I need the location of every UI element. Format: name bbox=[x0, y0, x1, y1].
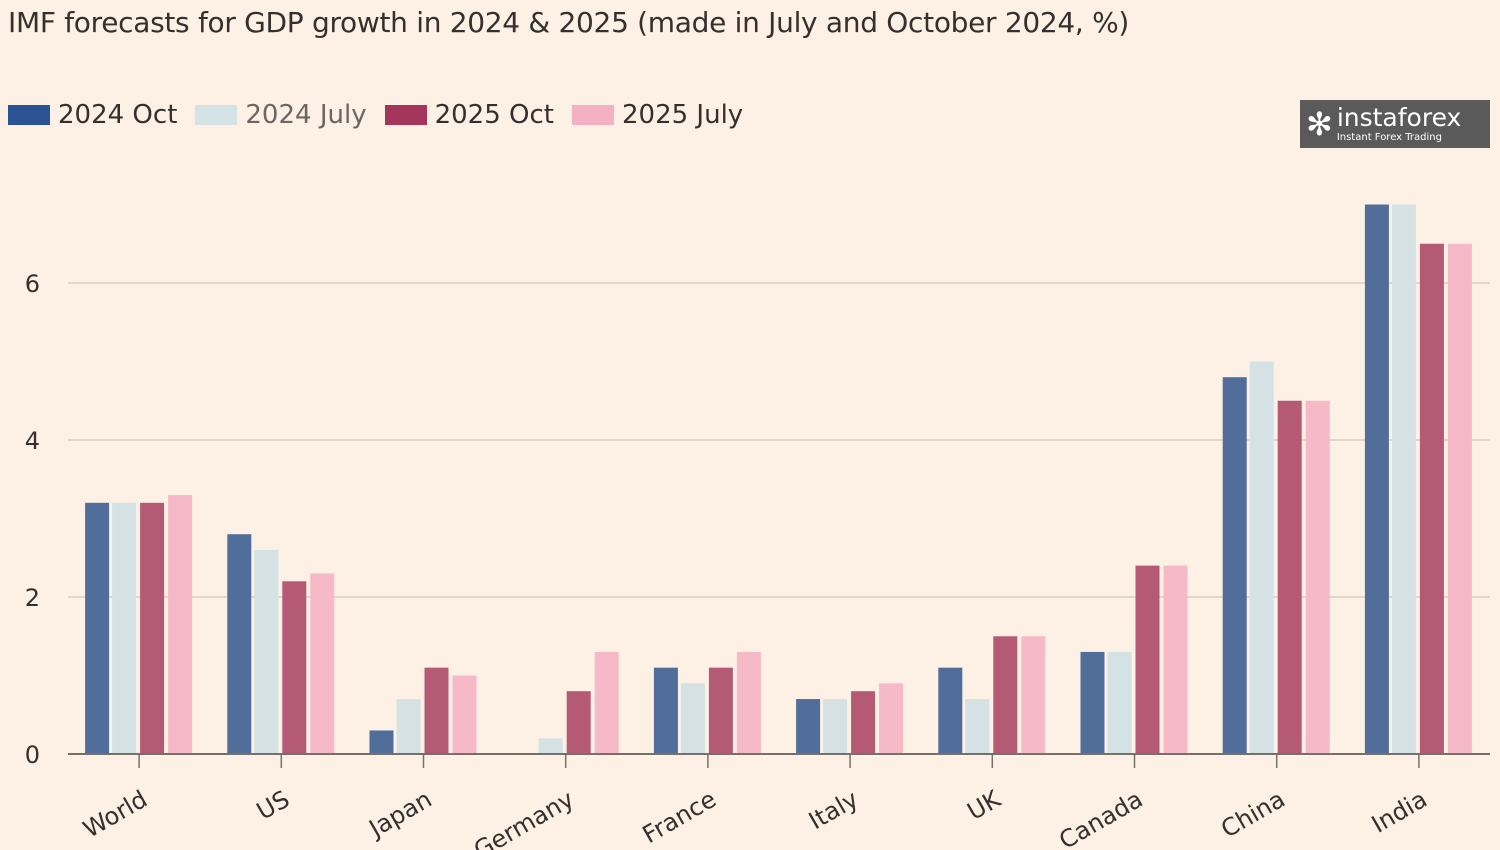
legend-label: 2024 July bbox=[245, 100, 367, 130]
bar-germany-2024-july bbox=[538, 738, 563, 754]
x-tick-label: Japan bbox=[363, 785, 437, 844]
bar-italy-2024-july bbox=[823, 699, 848, 754]
bar-india-2025-july bbox=[1447, 243, 1472, 754]
bar-italy-2024-oct bbox=[796, 699, 821, 754]
bar-canada-2024-oct bbox=[1080, 651, 1105, 754]
instaforex-logo-icon: ✻ bbox=[1306, 105, 1333, 143]
bar-world-2024-july bbox=[112, 502, 137, 754]
y-tick-label: 6 bbox=[25, 270, 40, 298]
x-tick-label: Germany bbox=[469, 785, 579, 850]
bar-canada-2025-oct bbox=[1135, 565, 1160, 754]
legend-swatch bbox=[8, 105, 50, 125]
bar-italy-2025-oct bbox=[851, 691, 876, 754]
legend-swatch bbox=[195, 105, 238, 125]
bar-world-2024-oct bbox=[85, 502, 110, 754]
y-tick-label: 0 bbox=[25, 741, 40, 769]
x-tick-label: World bbox=[79, 785, 153, 844]
legend-item: 2025 Oct bbox=[384, 100, 554, 130]
bar-india-2025-oct bbox=[1419, 243, 1444, 754]
bar-china-2024-july bbox=[1249, 361, 1274, 754]
bar-us-2025-july bbox=[310, 573, 335, 754]
bar-uk-2025-oct bbox=[993, 636, 1018, 754]
bar-germany-2025-july bbox=[594, 651, 619, 754]
bar-japan-2024-july bbox=[396, 699, 421, 754]
bar-uk-2024-july bbox=[965, 699, 990, 754]
bar-france-2024-july bbox=[680, 683, 705, 754]
legend-item: 2024 Oct bbox=[8, 100, 177, 130]
legend-swatch bbox=[571, 105, 614, 125]
bar-india-2024-oct bbox=[1364, 204, 1389, 754]
legend-label: 2024 Oct bbox=[58, 100, 178, 130]
watermark-tagline: Instant Forex Trading bbox=[1336, 132, 1442, 143]
bar-germany-2025-oct bbox=[566, 691, 591, 754]
bar-world-2025-july bbox=[168, 494, 193, 754]
bar-china-2025-oct bbox=[1277, 400, 1302, 754]
bar-canada-2025-july bbox=[1163, 565, 1188, 754]
x-tick-label: France bbox=[638, 785, 721, 849]
x-tick-label: China bbox=[1216, 785, 1289, 844]
bar-japan-2025-july bbox=[452, 675, 477, 754]
bar-china-2024-oct bbox=[1222, 377, 1247, 754]
y-tick-label: 4 bbox=[25, 427, 40, 455]
x-tick-label: Italy bbox=[804, 785, 863, 835]
bar-china-2025-july bbox=[1305, 400, 1330, 754]
bar-world-2025-oct bbox=[140, 502, 165, 754]
legend-label: 2025 Oct bbox=[434, 100, 554, 130]
legend-item: 2025 July bbox=[571, 100, 744, 130]
chart-title: IMF forecasts for GDP growth in 2024 & 2… bbox=[8, 6, 1130, 39]
legend-swatch bbox=[384, 105, 427, 125]
bar-uk-2024-oct bbox=[938, 667, 963, 754]
legend: 2024 Oct 2024 July 2025 Oct 2025 July bbox=[8, 100, 761, 130]
bar-japan-2024-oct bbox=[369, 730, 394, 754]
bar-japan-2025-oct bbox=[424, 667, 449, 754]
bar-us-2024-july bbox=[254, 549, 279, 754]
bar-italy-2025-july bbox=[879, 683, 904, 754]
legend-item: 2024 July bbox=[195, 100, 367, 130]
x-tick-label: India bbox=[1367, 785, 1432, 839]
instaforex-watermark: ✻ instaforex Instant Forex Trading bbox=[1300, 100, 1490, 148]
bar-france-2024-oct bbox=[653, 667, 678, 754]
bar-canada-2024-july bbox=[1107, 651, 1132, 754]
x-tick-label: US bbox=[252, 785, 294, 826]
bar-france-2025-july bbox=[736, 651, 761, 754]
legend-label: 2025 July bbox=[621, 100, 744, 130]
x-tick-label: UK bbox=[962, 784, 1006, 826]
watermark-name: instaforex bbox=[1336, 103, 1462, 132]
y-tick-label: 2 bbox=[25, 584, 40, 612]
bar-us-2025-oct bbox=[282, 581, 307, 754]
bar-uk-2025-july bbox=[1021, 636, 1046, 754]
x-tick-label: Canada bbox=[1054, 785, 1147, 850]
bar-france-2025-oct bbox=[708, 667, 733, 754]
bar-us-2024-oct bbox=[227, 534, 252, 754]
bar-india-2024-july bbox=[1391, 204, 1416, 754]
